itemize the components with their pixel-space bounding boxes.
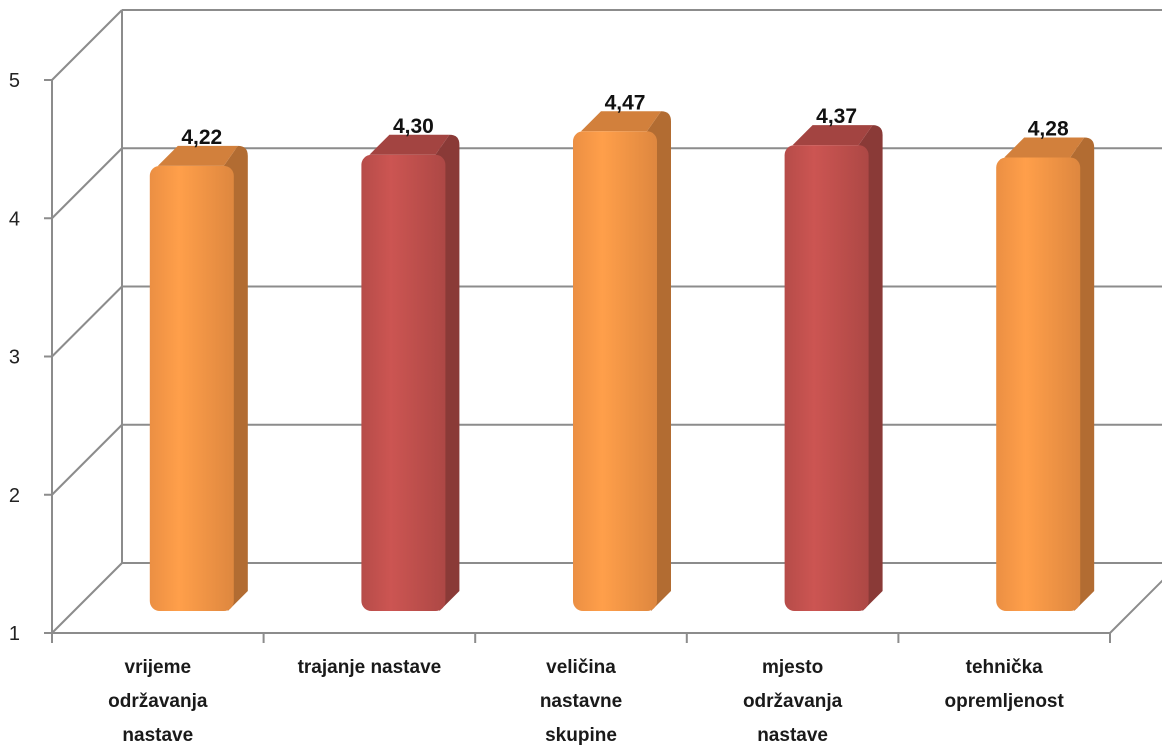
category-label: vrijeme održavanja nastave xyxy=(108,657,208,746)
category-label-line: vrijeme xyxy=(125,657,192,678)
gridline-depth xyxy=(51,562,123,634)
data-label: 4,30 xyxy=(393,115,434,138)
category-label-line: održavanja xyxy=(108,691,208,712)
bar-front xyxy=(996,157,1081,612)
category-label-line: održavanja xyxy=(743,691,843,712)
bar-front xyxy=(784,145,869,611)
y-tick-label: 2 xyxy=(9,485,20,507)
data-label: 4,47 xyxy=(605,91,646,114)
bar-top xyxy=(792,125,873,146)
y-tick-label: 1 xyxy=(9,623,20,645)
bar xyxy=(149,145,248,611)
gridline-depth xyxy=(51,147,123,219)
category-label-line: skupine xyxy=(545,725,617,746)
category-label-line: tehnička xyxy=(966,657,1044,678)
y-tick-label: 3 xyxy=(9,347,20,369)
category-label-line: nastave xyxy=(757,725,828,746)
bar-front xyxy=(573,131,657,611)
bar xyxy=(361,134,460,611)
gridline-depth xyxy=(51,424,123,496)
category-label: veličina nastavne skupine xyxy=(540,657,622,746)
bar xyxy=(996,137,1095,612)
category-label: trajanje nastave xyxy=(298,657,442,678)
y-tick-label: 4 xyxy=(9,208,20,230)
bar-top xyxy=(157,145,238,166)
bar xyxy=(573,111,671,612)
bar-front xyxy=(361,154,446,611)
gridline-depth xyxy=(51,285,123,358)
category-label-line: trajanje nastave xyxy=(298,657,442,678)
data-label: 4,22 xyxy=(181,126,222,149)
category-label-line: nastave xyxy=(122,725,193,746)
y-tick-label: 5 xyxy=(9,70,20,92)
floor-edge xyxy=(1109,579,1162,634)
bar-top xyxy=(1004,137,1085,158)
data-label: 4,28 xyxy=(1028,118,1069,141)
bar-top xyxy=(581,111,661,132)
category-label-line: nastavne xyxy=(540,691,622,712)
category-label-line: mjesto xyxy=(762,657,823,678)
bar-top xyxy=(369,134,450,155)
data-label: 4,37 xyxy=(816,105,857,128)
bar xyxy=(784,125,883,611)
bar-front xyxy=(149,165,234,611)
category-label-line: veličina xyxy=(546,657,616,678)
gridline-depth xyxy=(51,9,123,81)
category-label: mjesto održavanja nastave xyxy=(743,657,843,746)
category-label-line: opremljenost xyxy=(945,691,1065,712)
category-label: tehnička opremljenost xyxy=(945,657,1065,712)
